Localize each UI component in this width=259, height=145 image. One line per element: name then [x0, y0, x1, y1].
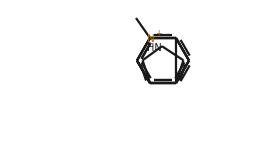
Text: N: N — [147, 34, 155, 44]
Text: HN: HN — [147, 43, 161, 53]
Text: +: + — [155, 29, 161, 39]
